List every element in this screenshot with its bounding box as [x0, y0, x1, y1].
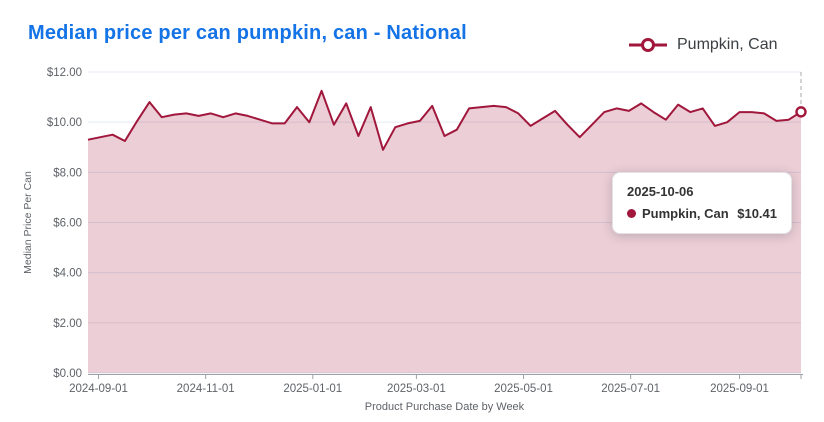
y-tick-label: $0.00: [53, 368, 82, 380]
x-tick-label: 2025-05-01: [494, 383, 553, 395]
x-tick-label: 2024-11-01: [177, 383, 235, 395]
hovered-point-marker[interactable]: [795, 106, 807, 118]
y-axis-title: Median Price Per Can: [22, 171, 34, 274]
tooltip: 2025-10-06 Pumpkin, Can $10.41: [612, 172, 792, 234]
legend-label: Pumpkin, Can: [677, 36, 778, 53]
y-tick-label: $6.00: [53, 218, 82, 230]
tooltip-series-row: Pumpkin, Can $10.41: [627, 206, 777, 221]
y-tick-label: $4.00: [53, 268, 82, 280]
series-line: [87, 89, 802, 151]
tooltip-series-label: Pumpkin, Can: [642, 206, 729, 221]
tooltip-series-dot-icon: [627, 209, 636, 218]
x-tick-label: 2024-09-01: [69, 383, 128, 395]
x-tick-label: 2025-09-01: [710, 383, 769, 395]
y-tick-label: $10.00: [47, 117, 82, 129]
series-area: [88, 90, 801, 374]
legend-line-marker-icon: [629, 38, 667, 52]
x-tick-label: 2025-01-01: [283, 383, 342, 395]
legend[interactable]: Pumpkin, Can: [628, 36, 778, 54]
y-tick-label: $12.00: [47, 67, 82, 79]
y-tick-label: $2.00: [53, 318, 82, 330]
tooltip-date: 2025-10-06: [627, 184, 694, 199]
x-axis-title: Product Purchase Date by Week: [365, 401, 525, 413]
chart-title: Median price per can pumpkin, can - Nati…: [28, 22, 467, 44]
x-tick-label: 2025-07-01: [601, 383, 660, 395]
tooltip-value: $10.41: [737, 206, 777, 221]
x-tick-label: 2025-03-01: [387, 383, 446, 395]
y-tick-label: $8.00: [53, 167, 82, 179]
